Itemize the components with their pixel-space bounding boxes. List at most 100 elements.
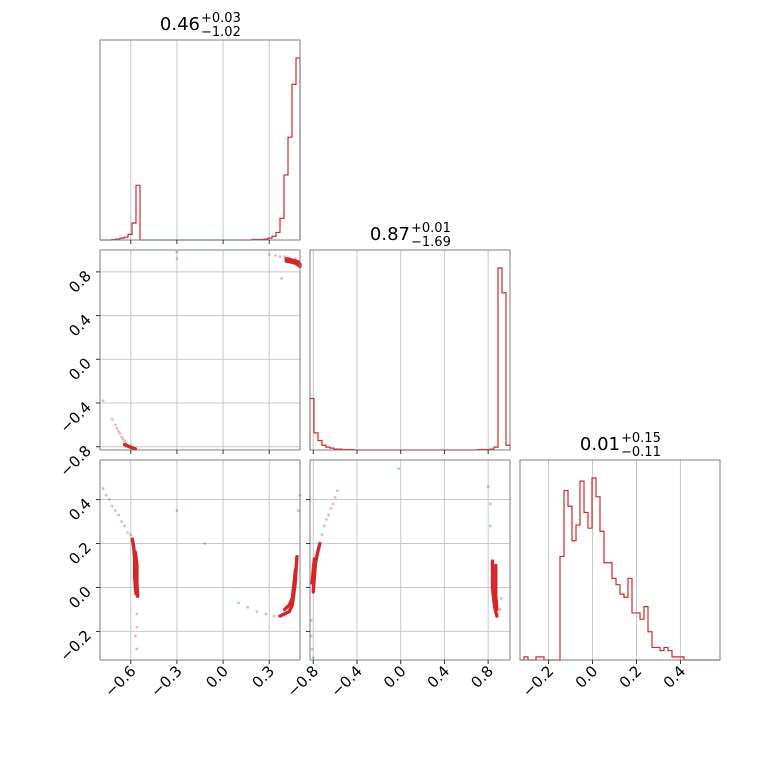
title-param-3-upper: +0.15 <box>621 431 661 446</box>
scatter-param-1-vs-3 <box>99 459 302 661</box>
x-tick-label: −0.3 <box>147 662 185 700</box>
title-param-2-lower: −1.69 <box>411 235 451 250</box>
sample-point <box>101 487 105 490</box>
sample-point <box>129 533 133 537</box>
density-contour <box>122 442 138 451</box>
x-tick-label: −0.2 <box>519 662 557 700</box>
y-tick-label: 0.2 <box>65 539 95 569</box>
sample-point <box>135 647 139 651</box>
y-tick-label: 0.4 <box>65 311 95 341</box>
x-tick-label: 0.0 <box>202 662 232 692</box>
sample-point <box>123 524 127 528</box>
sample-point <box>120 435 123 439</box>
sample-point <box>486 484 490 488</box>
y-tick-label: 0.8 <box>65 267 95 297</box>
sample-point <box>101 399 105 403</box>
y-tick-label: −0.4 <box>56 398 94 436</box>
sample-point <box>107 498 111 501</box>
title-param-2-median: 0.87 <box>370 224 410 245</box>
scatter-param-1-vs-2 <box>99 249 302 451</box>
sample-point <box>115 426 119 430</box>
density-contour <box>284 257 302 266</box>
x-tick-label: 0.0 <box>572 662 602 692</box>
title-param-2-upper: +0.01 <box>411 221 451 236</box>
density-contour <box>490 559 499 618</box>
sample-point <box>499 597 503 600</box>
title-param-3-lower: −0.11 <box>621 445 661 460</box>
sample-point <box>324 517 328 521</box>
sample-point <box>488 524 492 528</box>
sample-point <box>237 601 240 605</box>
sample-point <box>272 614 276 618</box>
sample-point <box>123 439 127 443</box>
sample-point <box>175 509 179 512</box>
y-tick-label: −0.2 <box>56 627 94 665</box>
x-tick-label: −0.8 <box>284 662 322 700</box>
sample-point <box>273 254 277 257</box>
sample-point <box>118 432 122 436</box>
sample-point <box>203 542 207 545</box>
density-contour <box>494 563 499 612</box>
x-tick-label: −0.4 <box>327 662 365 700</box>
sample-point <box>117 430 120 433</box>
sample-point <box>397 467 400 471</box>
sample-point <box>333 495 337 499</box>
title-param-1-median: 0.46 <box>160 14 200 35</box>
x-tick-label: 0.0 <box>380 662 410 692</box>
density-contour <box>282 568 298 612</box>
sample-point <box>335 489 339 493</box>
x-tick-label: −0.6 <box>101 662 139 700</box>
sample-point <box>104 493 108 497</box>
sample-point <box>320 533 324 537</box>
density-contour <box>284 259 302 269</box>
sample-point <box>331 502 335 506</box>
sample-point <box>329 506 333 510</box>
sample-point <box>280 277 283 280</box>
sample-point <box>135 612 139 616</box>
scatter-param-2-vs-3 <box>309 459 511 661</box>
sample-point <box>110 417 114 421</box>
histogram-param-1: 0.46 +0.03 −1.02 <box>99 11 301 241</box>
density-contour <box>130 537 138 596</box>
sample-point <box>113 509 117 512</box>
sample-point <box>246 605 250 609</box>
y-tick-label: −0.8 <box>56 442 94 480</box>
title-param-1-lower: −1.02 <box>201 25 241 40</box>
sample-point <box>117 513 120 517</box>
sample-point <box>311 656 315 660</box>
sample-point <box>175 257 179 261</box>
histogram-param-2: 0.87 +0.01 −1.69 <box>309 221 511 451</box>
title-param-3-median: 0.01 <box>580 434 620 455</box>
title-param-1-upper: +0.03 <box>201 11 241 26</box>
density-contour <box>133 550 140 598</box>
sample-point <box>110 504 114 508</box>
sample-point <box>264 612 268 616</box>
x-tick-label: 0.3 <box>248 662 278 692</box>
sample-point <box>255 610 259 614</box>
y-tick-label: 0.0 <box>65 354 95 384</box>
sample-point <box>310 647 314 651</box>
sample-point <box>297 509 300 512</box>
sample-point <box>322 524 326 528</box>
y-tick-label: 0.4 <box>65 495 95 525</box>
sample-point <box>133 634 137 638</box>
histogram-line-param-3 <box>520 477 720 661</box>
sample-point <box>488 502 492 506</box>
sample-point <box>327 513 330 517</box>
density-contour <box>310 557 317 585</box>
x-tick-label: 0.2 <box>616 662 646 692</box>
sample-point <box>267 252 271 256</box>
y-tick-label: 0.0 <box>65 583 95 613</box>
sample-point <box>283 255 287 258</box>
histogram-line-param-1 <box>100 57 301 241</box>
sample-point <box>113 423 117 427</box>
histogram-line-param-2 <box>309 267 511 451</box>
sample-point <box>121 437 125 441</box>
x-tick-label: 0.4 <box>424 662 454 692</box>
sample-point <box>120 520 123 523</box>
sample-point <box>126 531 130 534</box>
histogram-param-3: 0.01 +0.15 −0.11 <box>519 431 721 661</box>
x-tick-label: 0.4 <box>660 662 690 692</box>
x-tick-label: 0.8 <box>467 662 497 692</box>
